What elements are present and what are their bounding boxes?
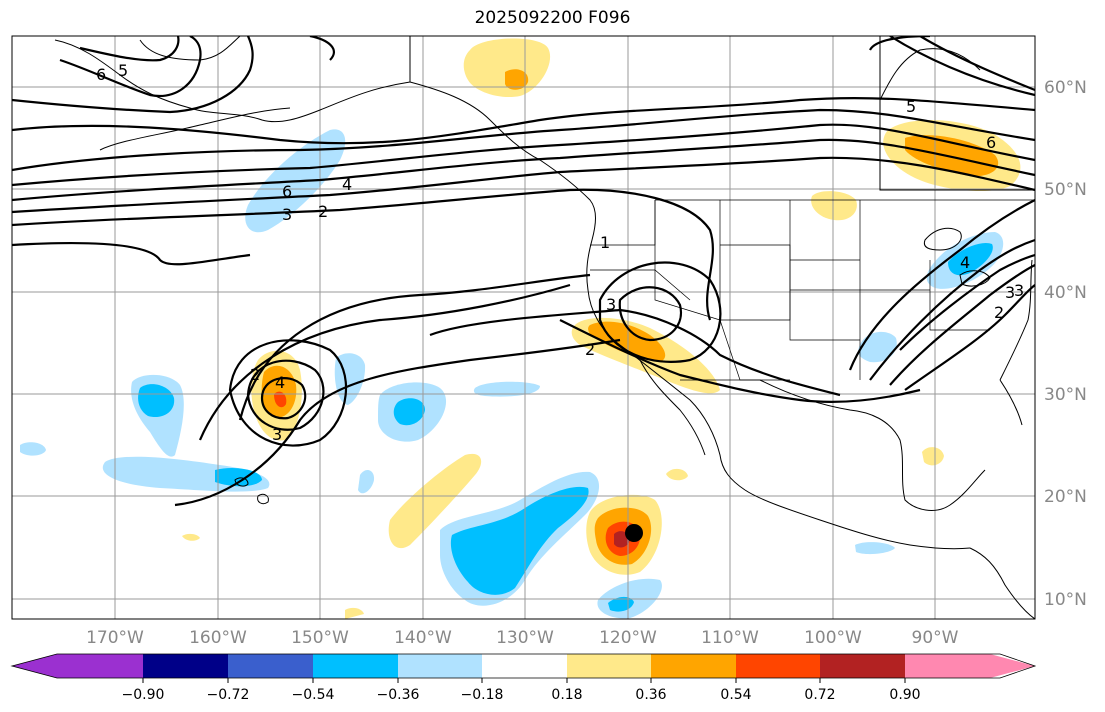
contour-label: 5 xyxy=(906,97,916,116)
colorbar-tick-label: 0.90 xyxy=(889,687,920,703)
lon-tick: 120°W xyxy=(599,628,657,648)
contour-label: 2 xyxy=(994,303,1004,322)
colorbar: −0.90 −0.72 −0.54 −0.36 −0.18 0.18 0.36 … xyxy=(10,653,1037,703)
colorbar-tick-label: −0.36 xyxy=(377,687,420,703)
contour-label: 3 xyxy=(272,425,282,444)
colorbar-tick-label: −0.90 xyxy=(122,687,165,703)
colorbar-segment xyxy=(228,654,313,678)
lon-tick: 90°W xyxy=(912,628,959,648)
colorbar-segment xyxy=(905,654,990,678)
lat-tick: 30°N xyxy=(1044,385,1087,405)
contour-label: 4 xyxy=(960,253,970,272)
lon-tick: 140°W xyxy=(394,628,452,648)
colorbar-tick-label: 0.54 xyxy=(720,687,751,703)
contour-label: 1 xyxy=(600,233,610,252)
political-borders xyxy=(409,36,1035,381)
lon-tick: 100°W xyxy=(804,628,862,648)
lon-tick: 170°W xyxy=(86,628,144,648)
coastlines xyxy=(54,36,1035,619)
lon-tick: 160°W xyxy=(189,628,247,648)
lat-tick: 20°N xyxy=(1044,487,1087,507)
height-contours xyxy=(12,36,1035,507)
map-border xyxy=(11,35,1036,620)
lat-tick: 60°N xyxy=(1044,78,1087,98)
colorbar-segment xyxy=(482,654,567,678)
contour-label: 3 xyxy=(1005,283,1015,302)
colorbar-segment xyxy=(567,654,651,678)
storm-center-marker xyxy=(625,524,643,542)
contour-label: 4 xyxy=(275,373,285,392)
colorbar-segment xyxy=(398,654,482,678)
colorbar-tick-label: 0.72 xyxy=(804,687,835,703)
colorbar-tick-label: −0.72 xyxy=(207,687,250,703)
contour-label: 4 xyxy=(342,175,352,194)
contour-label: 3 xyxy=(1014,281,1024,300)
colorbar-segment xyxy=(12,654,57,678)
colorbar-tick-label: 0.18 xyxy=(551,687,582,703)
colorbar-tick-label: 0.36 xyxy=(635,687,666,703)
colorbar-segment xyxy=(736,654,820,678)
colorbar-segment xyxy=(651,654,736,678)
lon-tick: 150°W xyxy=(291,628,349,648)
lat-tick: 10°N xyxy=(1044,590,1087,610)
anomaly-shading xyxy=(20,38,1021,619)
contour-label: 2 xyxy=(318,202,328,221)
map-title: 2025092200 F096 xyxy=(474,8,631,28)
lon-tick: 110°W xyxy=(701,628,759,648)
lat-tick: 50°N xyxy=(1044,180,1087,200)
longitude-labels: 170°W 160°W 150°W 140°W 130°W 120°W 110°… xyxy=(86,628,959,648)
contour-label: 6 xyxy=(96,65,106,84)
colorbar-tick-label: −0.54 xyxy=(292,687,335,703)
contour-labels: 6 5 4 3 2 1 2 3 4 3 2 3 6 5 6 4 3 2 xyxy=(96,61,1024,444)
colorbar-segment xyxy=(313,654,398,678)
contour-label: 5 xyxy=(118,61,128,80)
lat-tick: 40°N xyxy=(1044,283,1087,303)
contour-label: 6 xyxy=(282,182,292,201)
colorbar-tick-label: −0.18 xyxy=(461,687,504,703)
lon-tick: 130°W xyxy=(496,628,554,648)
contour-label: 3 xyxy=(606,295,616,314)
contour-label: 2 xyxy=(250,365,260,384)
contour-label: 2 xyxy=(585,340,595,359)
latitude-labels: 60°N 50°N 40°N 30°N 20°N 10°N xyxy=(1044,78,1087,610)
contour-label: 3 xyxy=(282,205,292,224)
contour-label: 6 xyxy=(986,133,996,152)
graticule xyxy=(12,36,1035,619)
colorbar-segment xyxy=(990,654,1035,678)
colorbar-segment xyxy=(57,654,143,678)
colorbar-segment xyxy=(820,654,905,678)
colorbar-segment xyxy=(143,654,228,678)
